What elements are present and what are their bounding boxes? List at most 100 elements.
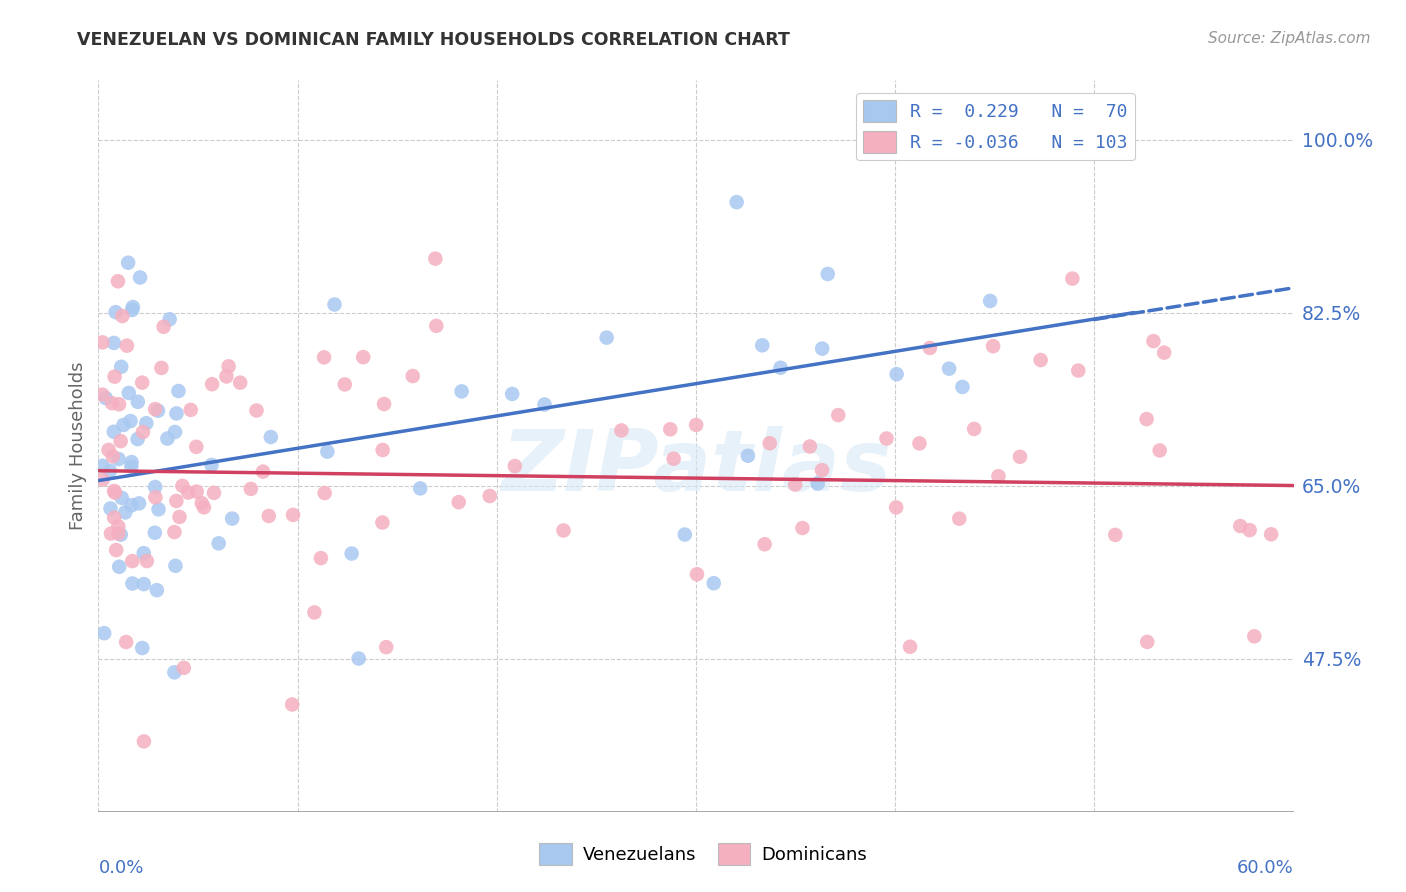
Point xyxy=(143,402,166,417)
Point xyxy=(304,606,326,620)
Point xyxy=(425,318,447,333)
Point xyxy=(105,543,128,558)
Point xyxy=(1104,528,1126,542)
Point xyxy=(886,367,908,381)
Point xyxy=(1243,629,1265,643)
Legend: Venezuelans, Dominicans: Venezuelans, Dominicans xyxy=(531,836,875,872)
Point xyxy=(333,377,356,392)
Point xyxy=(121,498,143,512)
Point xyxy=(1067,363,1090,377)
Point xyxy=(186,484,208,499)
Point xyxy=(101,396,124,410)
Point xyxy=(785,477,807,491)
Point xyxy=(281,508,304,522)
Point xyxy=(751,338,773,352)
Point xyxy=(103,335,125,350)
Point xyxy=(979,293,1001,308)
Point xyxy=(132,577,155,591)
Point xyxy=(425,252,447,266)
Point xyxy=(908,436,931,450)
Point xyxy=(245,403,267,417)
Point xyxy=(145,490,167,504)
Point xyxy=(662,451,685,466)
Point xyxy=(127,394,149,409)
Point xyxy=(146,403,169,417)
Point xyxy=(533,397,555,411)
Point xyxy=(257,508,280,523)
Point xyxy=(352,350,374,364)
Point xyxy=(114,505,136,519)
Point xyxy=(107,519,129,533)
Point xyxy=(402,369,425,384)
Point xyxy=(98,464,121,478)
Point xyxy=(163,665,186,680)
Point xyxy=(610,424,633,438)
Point xyxy=(898,640,921,654)
Point xyxy=(120,459,142,474)
Point xyxy=(347,651,370,665)
Text: VENEZUELAN VS DOMINICAN FAMILY HOUSEHOLDS CORRELATION CHART: VENEZUELAN VS DOMINICAN FAMILY HOUSEHOLD… xyxy=(77,31,790,49)
Text: Source: ZipAtlas.com: Source: ZipAtlas.com xyxy=(1208,31,1371,46)
Point xyxy=(981,339,1004,353)
Point xyxy=(131,641,153,656)
Point xyxy=(218,359,240,374)
Point xyxy=(202,486,225,500)
Point xyxy=(737,449,759,463)
Point xyxy=(876,432,898,446)
Point xyxy=(115,635,138,649)
Text: 0.0%: 0.0% xyxy=(98,859,143,877)
Point xyxy=(159,312,181,326)
Point xyxy=(1153,345,1175,359)
Point xyxy=(143,480,166,494)
Point xyxy=(104,369,127,384)
Point xyxy=(103,483,125,498)
Point xyxy=(132,734,155,748)
Point xyxy=(120,414,142,428)
Point xyxy=(375,640,398,654)
Point xyxy=(104,485,127,500)
Point xyxy=(409,482,432,496)
Point xyxy=(165,406,187,420)
Point xyxy=(1029,353,1052,368)
Point xyxy=(673,527,696,541)
Point xyxy=(91,458,114,473)
Point xyxy=(121,455,143,469)
Point xyxy=(948,511,970,525)
Point xyxy=(101,450,124,464)
Point xyxy=(163,425,186,439)
Point xyxy=(769,360,792,375)
Point xyxy=(1260,527,1282,541)
Point xyxy=(1149,443,1171,458)
Point xyxy=(314,486,336,500)
Point xyxy=(117,256,139,270)
Point xyxy=(963,422,986,436)
Point xyxy=(754,537,776,551)
Point xyxy=(447,495,470,509)
Point xyxy=(111,491,134,505)
Point xyxy=(193,500,215,515)
Point xyxy=(94,391,117,405)
Point xyxy=(111,309,134,323)
Point xyxy=(553,524,575,538)
Point xyxy=(91,387,114,401)
Point xyxy=(686,567,709,582)
Point xyxy=(165,494,187,508)
Point xyxy=(221,511,243,525)
Point xyxy=(799,440,821,454)
Point xyxy=(150,360,173,375)
Point xyxy=(208,536,231,550)
Point xyxy=(93,626,115,640)
Point xyxy=(884,500,907,515)
Point xyxy=(121,576,143,591)
Point xyxy=(104,305,127,319)
Point xyxy=(811,342,834,356)
Point xyxy=(703,576,725,591)
Point xyxy=(107,274,129,288)
Point xyxy=(110,527,132,541)
Point xyxy=(180,402,202,417)
Point xyxy=(100,526,122,541)
Point xyxy=(177,485,200,500)
Point xyxy=(503,458,526,473)
Point xyxy=(952,380,974,394)
Point xyxy=(827,408,849,422)
